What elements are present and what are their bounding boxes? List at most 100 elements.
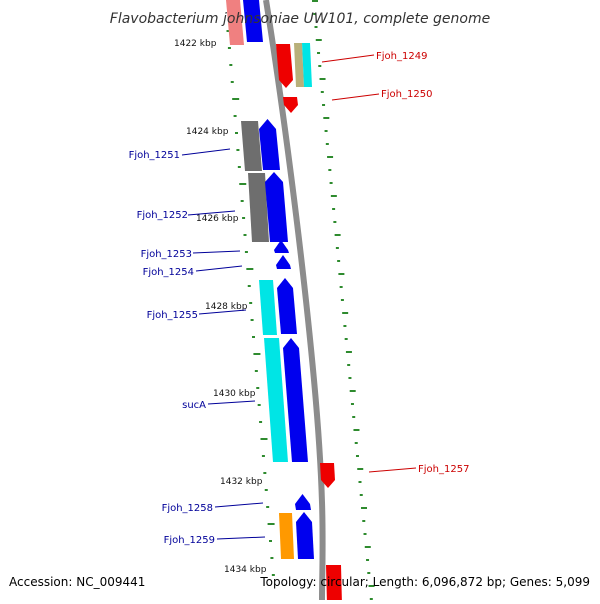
accession-text: Accession: NC_009441 (9, 575, 145, 589)
inner-tick-mark (246, 268, 254, 270)
outer-tick-mark (318, 65, 322, 67)
leader-line-fjoh-1250 (331, 93, 380, 101)
feature-top-pink[interactable] (226, 0, 244, 45)
outer-tick-mark (324, 130, 328, 132)
scale-labels: 1422 kbp 1424 kbp 1426 kbp 1428 kbp 1430… (174, 39, 267, 575)
map-title: Flavobacterium johnsoniae UW101, complet… (110, 11, 490, 27)
inner-tick-mark (249, 302, 253, 304)
inner-tick-mark (235, 132, 238, 134)
gene-label-fjoh-1255[interactable]: Fjoh_1255 (147, 310, 198, 321)
gene-label-fjoh-1258[interactable]: Fjoh_1258 (162, 503, 213, 514)
cds-fjoh-1250[interactable] (283, 97, 298, 113)
feature-fjoh-1251-gray[interactable] (241, 121, 262, 171)
kbp-label-1430: 1430 kbp (213, 389, 256, 399)
kbp-label-1426: 1426 kbp (196, 214, 239, 224)
outer-tick-mark (327, 156, 334, 158)
gene-label-fjoh-1254[interactable]: Fjoh_1254 (143, 267, 194, 278)
outer-tick-mark (368, 585, 375, 587)
cds-fjoh-1252[interactable] (265, 172, 288, 242)
inner-tick-mark (230, 81, 234, 83)
gene-label-fjoh-1250[interactable]: Fjoh_1250 (381, 89, 432, 100)
feature-fjoh-1249-khaki[interactable] (294, 43, 304, 87)
inner-tick-mark (239, 183, 247, 185)
outer-tick-mark (369, 598, 373, 600)
gene-label-fjoh-1253[interactable]: Fjoh_1253 (141, 249, 192, 260)
cds-fjoh-1254[interactable] (276, 255, 291, 269)
gene-label-fjoh-1259[interactable]: Fjoh_1259 (164, 535, 215, 546)
cds-fjoh-1257[interactable] (320, 463, 335, 488)
kbp-label-1424: 1424 kbp (186, 127, 229, 137)
outer-tick-mark (348, 377, 352, 379)
inner-tick-mark (252, 336, 255, 338)
outer-tick-mark (363, 533, 367, 535)
outer-tick-mark (323, 117, 330, 119)
outer-tick-mark (345, 351, 352, 353)
inner-tick-mark (242, 217, 246, 219)
inner-tick-mark (256, 387, 260, 389)
inner-tick-mark (264, 489, 268, 491)
outer-tick-mark (339, 286, 343, 288)
gene-label-fjoh-1249[interactable]: Fjoh_1249 (376, 51, 427, 62)
label-leader-lines (181, 54, 417, 540)
feature-fjoh-1252-gray[interactable] (248, 173, 269, 242)
outer-tick-mark (352, 416, 356, 418)
inner-tick-mark (247, 285, 251, 287)
feature-fjoh-1249-cyan[interactable] (302, 43, 312, 87)
feature-fjoh-1255-cyan[interactable] (259, 280, 277, 335)
feature-fjoh-1259-orange[interactable] (279, 513, 294, 559)
outer-tick-mark (317, 52, 321, 54)
outer-tick-mark (353, 429, 360, 431)
outer-tick-mark (357, 468, 364, 470)
outer-tick-mark (342, 312, 349, 314)
leader-line-fjoh-1258 (214, 502, 264, 508)
leader-line-fjoh-1249 (321, 54, 375, 63)
cds-fjoh-1259[interactable] (296, 512, 314, 559)
outer-tick-mark (329, 182, 333, 184)
leader-line-fjoh-1257 (368, 467, 417, 473)
inner-tick-mark (226, 30, 230, 32)
inner-tick-mark (240, 200, 244, 202)
cds-fjoh-1251[interactable] (259, 119, 280, 170)
outer-tick-mark (364, 546, 371, 548)
leader-line-fjoh-1259 (216, 536, 266, 540)
cds-fjoh-1258[interactable] (295, 494, 311, 510)
cds-fjoh-1255[interactable] (277, 278, 297, 334)
cds-top-blue[interactable] (243, 0, 263, 42)
inner-tick-mark (271, 574, 275, 576)
inner-tick-mark (253, 353, 261, 355)
inner-tick-mark (260, 438, 268, 440)
outer-tick-mark (330, 195, 337, 197)
feature-suca-cyan[interactable] (264, 338, 288, 462)
outer-tick-track (312, 0, 375, 600)
inner-tick-track (226, 30, 275, 576)
kbp-label-1428: 1428 kbp (205, 302, 248, 312)
outer-tick-mark (347, 364, 351, 366)
gene-label-fjoh-1252[interactable]: Fjoh_1252 (137, 210, 188, 221)
gene-label-fjoh-1251[interactable]: Fjoh_1251 (129, 150, 180, 161)
outer-tick-mark (319, 78, 326, 80)
leader-line-fjoh-1252 (187, 210, 236, 216)
outer-tick-mark (340, 299, 344, 301)
leader-line-fjoh-1255 (198, 309, 247, 315)
outer-tick-mark (367, 572, 371, 574)
outer-tick-mark (350, 403, 354, 405)
inner-tick-mark (254, 370, 258, 372)
cds-bottom-red[interactable] (326, 565, 342, 604)
gene-label-fjoh-1257[interactable]: Fjoh_1257 (418, 464, 469, 475)
gene-label-suca[interactable]: sucA (182, 400, 206, 411)
outer-tick-mark (359, 494, 363, 496)
inner-tick-mark (229, 64, 233, 66)
outer-tick-mark (337, 260, 341, 262)
leader-line-fjoh-1254 (195, 265, 243, 272)
cds-suca[interactable] (283, 338, 308, 462)
outer-tick-mark (313, 13, 317, 15)
outer-tick-mark (320, 91, 324, 93)
outer-tick-mark (334, 234, 341, 236)
cds-fjoh-1253[interactable] (274, 240, 289, 253)
cds-fjoh-1249[interactable] (276, 44, 293, 88)
outer-tick-mark (358, 481, 362, 483)
outer-tick-mark (335, 247, 339, 249)
outer-tick-mark (315, 39, 322, 41)
